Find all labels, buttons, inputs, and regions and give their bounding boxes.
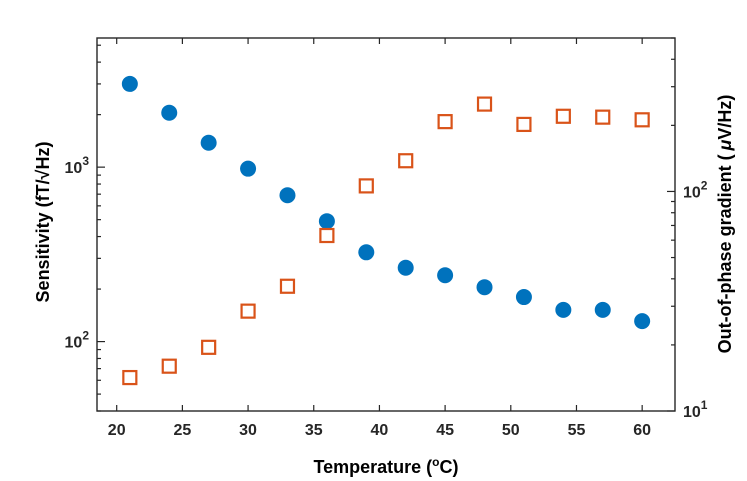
sensitivity-point — [121, 75, 138, 92]
x-tick-label: 60 — [633, 422, 651, 439]
sensitivity-point — [437, 267, 454, 284]
gradient-point — [476, 96, 493, 112]
x-tick-label: 30 — [239, 422, 257, 439]
x-tick-label: 40 — [371, 422, 389, 439]
sensitivity-point — [634, 313, 651, 330]
sensitivity-point — [358, 244, 375, 261]
x-tick-label: 20 — [108, 422, 126, 439]
sensitivity-point — [161, 104, 178, 121]
sensitivity-point — [279, 187, 296, 204]
sensitivity-point — [200, 134, 217, 151]
x-tick-label: 35 — [305, 422, 323, 439]
gradient-point — [240, 303, 256, 319]
right-y-axis: 101 102 — [667, 37, 708, 421]
left-y-axis: 102 103 — [65, 44, 105, 412]
data-marks — [121, 75, 651, 386]
left-y-axis-label: Sensitivity (fT/√Hz) — [33, 142, 53, 303]
sensitivity-point — [397, 259, 414, 276]
sensitivity-point — [476, 279, 493, 296]
gradient-point — [201, 339, 217, 355]
sensitivity-point — [594, 301, 611, 318]
right-y-axis-label: Out-of-phase gradient (μV/Hz) — [715, 95, 735, 354]
gradient-point — [398, 153, 414, 169]
right-y-tick-label: 101 — [683, 398, 708, 421]
x-axis: 20 25 30 35 40 45 50 55 60 — [108, 38, 651, 439]
gradient-point — [555, 108, 571, 124]
gradient-point — [161, 358, 177, 374]
gradient-point — [122, 369, 138, 386]
x-tick-label: 50 — [502, 422, 520, 439]
sensitivity-point — [515, 289, 532, 306]
sensitivity-point — [555, 301, 572, 318]
gradient-point — [437, 114, 453, 130]
gradient-point — [634, 112, 650, 128]
sensitivity-point — [240, 160, 257, 177]
sensitivity-point — [318, 213, 335, 230]
x-tick-label: 45 — [436, 422, 454, 439]
gradient-point — [358, 178, 374, 194]
x-tick-label: 25 — [173, 422, 191, 439]
right-y-tick-label: 102 — [683, 178, 708, 201]
left-y-tick-label: 102 — [65, 329, 90, 352]
x-tick-label: 55 — [568, 422, 586, 439]
plot-area-frame — [96, 37, 676, 412]
left-y-tick-label: 103 — [65, 154, 90, 177]
gradient-point — [319, 227, 335, 244]
gradient-point — [516, 116, 532, 133]
x-axis-label: Temperature (oC) — [313, 455, 458, 477]
gradient-point — [279, 278, 296, 294]
gradient-point — [595, 109, 611, 125]
